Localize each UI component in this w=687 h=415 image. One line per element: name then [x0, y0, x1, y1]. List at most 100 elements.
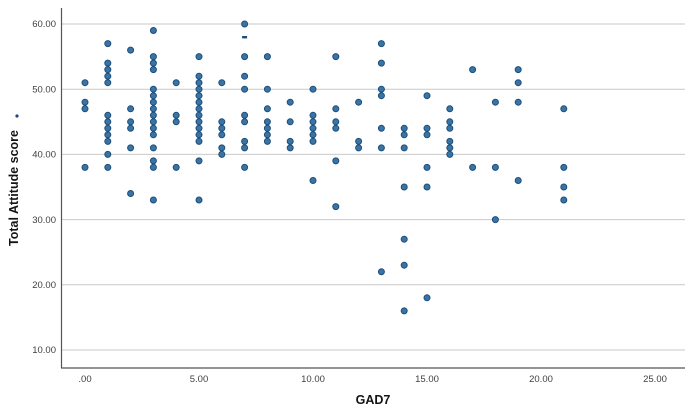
- data-point: [104, 66, 112, 74]
- data-point: [263, 85, 271, 93]
- data-point: [514, 177, 522, 184]
- data-point: [286, 137, 294, 145]
- data-point: [195, 124, 203, 132]
- data-point: [218, 150, 226, 158]
- data-point: [263, 53, 271, 61]
- data-point: [263, 131, 271, 139]
- data-point: [514, 66, 522, 74]
- data-point: [286, 144, 294, 152]
- data-point: [332, 118, 340, 126]
- data-point: [149, 27, 157, 34]
- data-point: [469, 66, 477, 74]
- data-point: [241, 72, 249, 80]
- data-point: [172, 79, 180, 87]
- data-point: [263, 124, 271, 132]
- data-point: [149, 118, 157, 126]
- x-tick-label: 15.00: [415, 374, 439, 385]
- data-point: [309, 85, 317, 93]
- data-point: [423, 294, 431, 302]
- data-point: [149, 59, 157, 67]
- data-point: [400, 183, 408, 191]
- data-point: [491, 98, 499, 106]
- data-point: [81, 98, 89, 106]
- data-point: [149, 163, 157, 171]
- data-point: [309, 177, 317, 184]
- data-point: [400, 124, 408, 132]
- data-point: [332, 53, 340, 61]
- data-point: [332, 203, 340, 211]
- data-point: [104, 40, 112, 48]
- data-point: [423, 124, 431, 132]
- data-point: [172, 118, 180, 126]
- data-point: [263, 105, 271, 113]
- data-point: [560, 105, 568, 113]
- x-tick-labels: .00 5.00 10.00 15.00 20.00 25.00: [78, 374, 667, 385]
- data-point: [104, 137, 112, 145]
- data-point: [195, 92, 203, 100]
- data-point: [149, 98, 157, 106]
- data-point: [195, 131, 203, 139]
- data-point: [81, 105, 89, 113]
- y-title-footnote-dot: [15, 114, 19, 118]
- data-point: [377, 40, 385, 48]
- data-point: [377, 268, 385, 276]
- data-point: [127, 118, 135, 126]
- data-point: [332, 124, 340, 132]
- data-point: [332, 105, 340, 113]
- data-point: [446, 137, 454, 145]
- y-tick-label: 60.00: [32, 19, 56, 30]
- data-point: [377, 92, 385, 100]
- data-point: [491, 163, 499, 171]
- y-tick-label: 40.00: [32, 150, 56, 161]
- data-point: [400, 261, 408, 269]
- data-point: [149, 105, 157, 113]
- data-point: [241, 163, 249, 171]
- data-point: [127, 190, 135, 197]
- x-tick-label: 5.00: [190, 374, 209, 385]
- data-point: [241, 144, 249, 152]
- data-point: [218, 124, 226, 132]
- data-point: [446, 118, 454, 126]
- gridlines: [62, 23, 685, 351]
- data-point: [491, 216, 499, 224]
- data-point: [81, 163, 89, 171]
- data-point: [355, 98, 363, 106]
- data-point: [195, 137, 203, 145]
- y-tick-labels: 10.00 20.00 30.00 40.00 50.00 60.00: [32, 19, 56, 356]
- x-tick-label: 10.00: [301, 374, 325, 385]
- data-point: [469, 163, 477, 171]
- data-point: [195, 79, 203, 87]
- data-point: [355, 137, 363, 145]
- data-point: [355, 144, 363, 152]
- data-point: [263, 118, 271, 126]
- data-point: [127, 144, 135, 152]
- y-axis-title: Total Attitude score: [7, 130, 21, 246]
- data-point: [218, 144, 226, 152]
- data-point: [423, 131, 431, 139]
- data-point: [286, 98, 294, 106]
- data-point: [241, 20, 249, 28]
- data-point: [309, 131, 317, 139]
- data-point: [377, 144, 385, 152]
- data-point: [400, 235, 408, 243]
- data-point: [149, 157, 157, 165]
- data-point: [195, 53, 203, 61]
- data-point: [309, 137, 317, 145]
- data-point: [127, 46, 135, 54]
- data-point: [400, 131, 408, 139]
- y-tick-label: 10.00: [32, 345, 56, 356]
- data-point: [149, 111, 157, 119]
- data-point: [241, 53, 249, 61]
- x-axis-title: GAD7: [356, 393, 391, 407]
- data-point: [218, 131, 226, 139]
- y-tick-label: 20.00: [32, 280, 56, 291]
- data-point: [241, 111, 249, 119]
- data-point: [309, 118, 317, 126]
- data-point: [104, 59, 112, 67]
- data-point: [241, 85, 249, 93]
- data-point: [149, 92, 157, 100]
- data-point: [149, 144, 157, 152]
- data-point: [149, 196, 157, 204]
- data-point: [149, 66, 157, 74]
- data-point: [195, 111, 203, 119]
